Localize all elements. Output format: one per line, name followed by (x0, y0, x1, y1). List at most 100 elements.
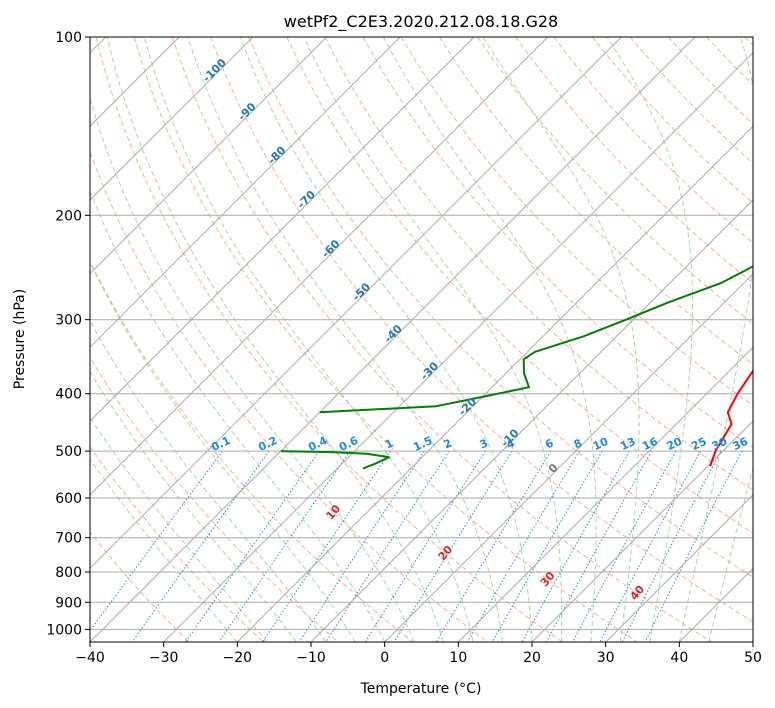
isotherm-line (90, 37, 328, 275)
dry-adiabat-line (286, 37, 753, 534)
dry-adiabat-line (477, 37, 753, 325)
dry-adiabat-line (362, 37, 753, 449)
x-tick-label: −20 (223, 650, 253, 666)
mixing-ratio-label: 20 (665, 435, 685, 453)
isotherm-label: -30 (418, 359, 441, 382)
isotherm-line (605, 493, 753, 642)
mixing-ratio-line (262, 450, 392, 642)
temperature-profile-line (709, 369, 753, 467)
mixing-ratio-line (298, 450, 425, 642)
isotherm-line (752, 641, 753, 642)
moist-adiabat-line (106, 37, 445, 642)
isotherm-line (531, 420, 753, 642)
x-tick-label: 30 (597, 650, 615, 666)
moist-adiabat-line (606, 37, 693, 642)
plot-frame (89, 36, 754, 643)
dry-adiabat-label: 40 (627, 583, 647, 603)
mixing-ratio-label: 16 (640, 435, 660, 453)
mixing-ratio-label: 25 (689, 435, 708, 453)
dry-adiabat-line (515, 37, 753, 284)
y-tick-label: 100 (55, 30, 82, 46)
mixing-ratio-line (325, 450, 450, 642)
isotherm-label: -50 (350, 280, 373, 303)
mixing-ratio-line (90, 450, 223, 632)
isotherm-label: -40 (382, 322, 405, 345)
dry-adiabat-line (210, 37, 753, 623)
dewpoint-profile-line (319, 265, 753, 414)
mixing-ratio-line (545, 450, 653, 642)
dry-adiabat-line (90, 356, 339, 642)
y-tick-label: 400 (55, 387, 82, 403)
dry-adiabat-line (95, 37, 563, 642)
dry-adiabat-line (90, 445, 264, 642)
isotherm-line (90, 37, 401, 349)
chart-title: wetPf2_C2E3.2020.212.08.18.G28 (284, 12, 558, 32)
isotherm-label: -60 (319, 237, 342, 260)
moist-adiabat-line (382, 37, 597, 642)
moist-adiabat-line (303, 37, 563, 642)
moist-adiabat-line (90, 189, 386, 642)
dry-adiabat-line (90, 259, 414, 642)
isotherm-line (90, 37, 475, 422)
x-tick-label: 0 (380, 650, 389, 666)
isotherm-line (163, 51, 753, 642)
mixing-ratio-line (599, 450, 701, 642)
x-tick-label: 50 (744, 650, 762, 666)
dry-adiabat-line (400, 37, 753, 407)
x-tick-label: −10 (296, 650, 326, 666)
moist-adiabat-line (187, 37, 503, 642)
isotherm-line (90, 37, 696, 642)
dry-adiabat-line (171, 37, 712, 642)
dry-adiabat-line (248, 37, 753, 578)
moist-adiabat-line (90, 416, 268, 642)
mixing-ratio-line (521, 450, 630, 642)
dry-adiabat-line (438, 37, 753, 366)
moist-adiabat-line (90, 458, 238, 642)
isotherm-line (678, 567, 753, 642)
moist-adiabat-line (143, 37, 474, 642)
y-tick-label: 1000 (46, 622, 82, 638)
x-axis-title: Temperature (°C) (360, 681, 482, 697)
y-tick-label: 900 (55, 595, 82, 611)
mixing-ratio-label: 13 (618, 435, 637, 453)
mixing-ratio-label: 6 (543, 436, 556, 451)
dry-adiabat-line (90, 150, 488, 642)
isotherm-label: -70 (295, 188, 318, 211)
isotherm-line (90, 37, 549, 496)
mixing-ratio-label: 30 (710, 435, 730, 453)
y-tick-label: 300 (55, 313, 82, 329)
isotherm-label: -100 (200, 56, 229, 85)
x-tick-label: −30 (149, 650, 179, 666)
x-tick-label: 40 (670, 650, 688, 666)
dry-adiabat-line (668, 37, 753, 125)
mixing-ratio-label: 36 (731, 435, 751, 453)
isotherm-line (457, 346, 753, 642)
moist-adiabat-line (239, 37, 533, 642)
isotherm-line (236, 125, 753, 642)
mixing-ratio-label: 2 (442, 436, 454, 451)
isotherm-line (384, 272, 753, 642)
dry-adiabat-label: 20 (436, 543, 456, 563)
isotherm-label: -80 (265, 144, 288, 167)
isotherm-line (90, 37, 622, 570)
y-tick-label: 800 (55, 565, 82, 581)
moist-adiabat-line (708, 465, 753, 642)
y-tick-label: 500 (55, 444, 82, 460)
moist-adiabat-line (482, 37, 640, 642)
mixing-ratio-line (621, 450, 722, 642)
dry-adiabat-line (591, 37, 753, 204)
dewpoint-profile-line (280, 450, 390, 470)
mixing-ratio-line (364, 450, 486, 642)
y-tick-label: 700 (55, 531, 82, 547)
mixing-ratio-line (467, 450, 580, 642)
y-tick-label: 200 (55, 208, 82, 224)
dry-adiabat-line (90, 531, 190, 642)
isotherm-line (90, 37, 254, 201)
dry-adiabat-line (133, 37, 638, 642)
isotherm-line (310, 199, 753, 642)
mixing-ratio-line (185, 450, 320, 642)
dry-adiabat-line (706, 37, 753, 86)
y-axis-title: Pressure (hPa) (12, 289, 28, 389)
mixing-ratio-label: 10 (591, 435, 611, 453)
x-tick-label: −40 (75, 650, 105, 666)
